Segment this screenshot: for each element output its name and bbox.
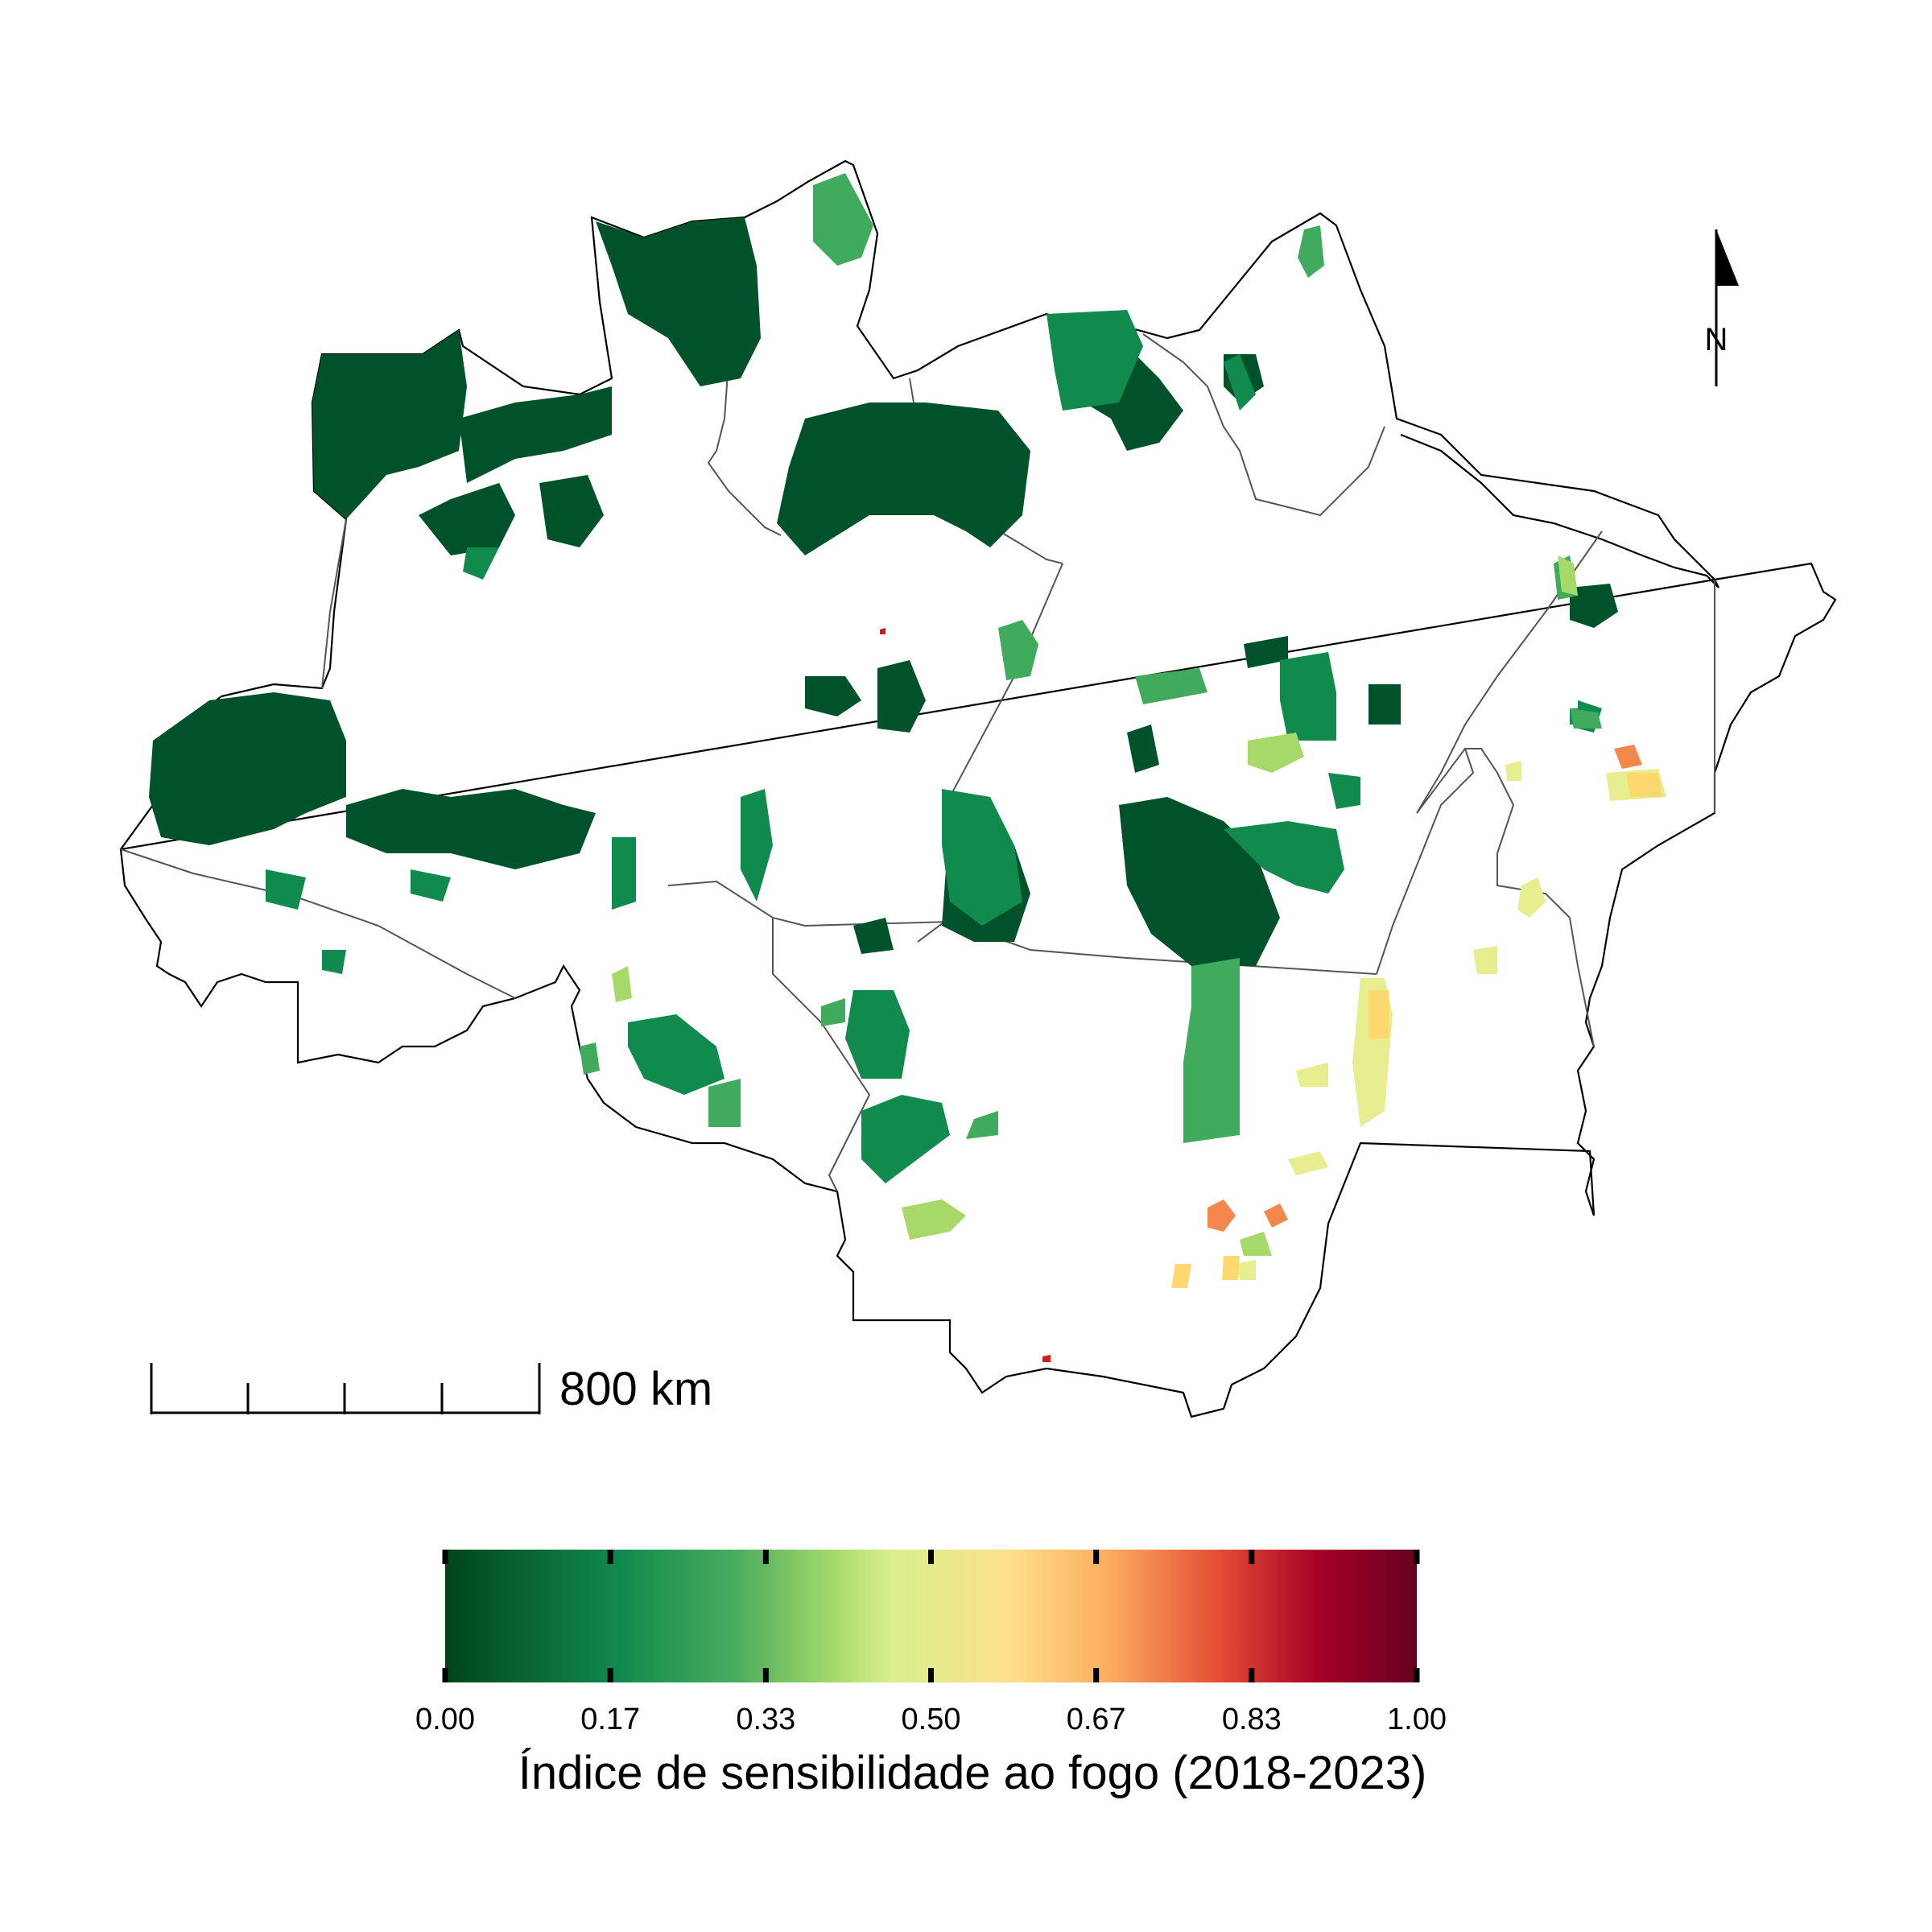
area-polygon bbox=[322, 950, 346, 974]
area-polygon bbox=[1558, 555, 1578, 596]
area-polygon bbox=[266, 869, 306, 910]
area-polygon bbox=[1119, 797, 1280, 966]
area-polygon bbox=[612, 966, 632, 1002]
area-polygon bbox=[880, 628, 886, 634]
area-polygon bbox=[312, 330, 467, 519]
area-polygon bbox=[942, 789, 1022, 926]
area-polygon bbox=[463, 547, 499, 580]
area-polygon bbox=[411, 869, 451, 902]
area-polygon bbox=[861, 1095, 950, 1183]
area-polygon bbox=[580, 1042, 600, 1075]
area-polygon bbox=[1171, 1264, 1191, 1288]
color-legend: 0.00 0.17 0.33 0.50 0.67 0.83 1.00 Índice de s… bbox=[415, 1550, 1447, 1799]
area-polygon bbox=[346, 789, 596, 869]
area-polygon bbox=[612, 837, 636, 910]
legend-tick-label: 0.83 bbox=[1222, 1703, 1282, 1736]
area-polygon bbox=[1135, 668, 1208, 704]
area-polygon bbox=[459, 386, 612, 483]
region-outline bbox=[119, 159, 1837, 1418]
area-polygon bbox=[1570, 584, 1618, 628]
area-polygon bbox=[1042, 1355, 1051, 1362]
area-polygon bbox=[1328, 773, 1360, 809]
area-polygon bbox=[1473, 946, 1497, 974]
north-arrow-label: N bbox=[1705, 322, 1728, 357]
legend-tick-label: 0.50 bbox=[902, 1703, 961, 1736]
area-polygon bbox=[1626, 773, 1662, 797]
area-polygon bbox=[1280, 652, 1336, 741]
area-polygon bbox=[149, 692, 346, 845]
area-polygon bbox=[1208, 1199, 1236, 1232]
area-polygon bbox=[1517, 877, 1546, 918]
area-polygon bbox=[998, 620, 1038, 680]
area-polygon bbox=[821, 998, 845, 1026]
scale-bar: 800 km bbox=[150, 1363, 712, 1415]
area-polygon bbox=[741, 789, 773, 902]
area-polygon bbox=[1244, 636, 1288, 668]
area-polygon bbox=[1614, 745, 1642, 769]
area-polygon bbox=[1224, 821, 1344, 894]
area-polygon bbox=[1368, 684, 1401, 724]
legend-colorbar bbox=[445, 1550, 1417, 1682]
area-polygon bbox=[1224, 354, 1256, 411]
area-polygon bbox=[1505, 761, 1521, 781]
area-polygon bbox=[1127, 724, 1159, 773]
area-polygon bbox=[1240, 1232, 1272, 1256]
area-polygon bbox=[596, 217, 761, 386]
legend-tick-label: 0.67 bbox=[1067, 1703, 1126, 1736]
area-polygon bbox=[1368, 990, 1389, 1038]
legend-tick-label: 0.00 bbox=[415, 1703, 475, 1736]
area-polygon bbox=[628, 1014, 724, 1095]
north-arrow: N bbox=[1705, 229, 1739, 386]
scale-bar-label: 800 km bbox=[559, 1363, 712, 1415]
area-polygon bbox=[813, 173, 873, 266]
area-polygon bbox=[419, 483, 515, 555]
area-polygon bbox=[966, 1111, 998, 1139]
area-polygon bbox=[539, 475, 604, 547]
protected-areas bbox=[149, 173, 1666, 1362]
area-polygon bbox=[1236, 1260, 1256, 1280]
legend-tick-label: 0.17 bbox=[580, 1703, 640, 1736]
area-polygon bbox=[1296, 1063, 1328, 1087]
legend-title: Índice de sensibilidade ao fogo (2018-20… bbox=[518, 1747, 1427, 1799]
area-polygon bbox=[845, 990, 910, 1079]
area-polygon bbox=[1046, 310, 1143, 411]
area-polygon bbox=[1248, 733, 1304, 773]
area-polygon bbox=[805, 676, 861, 716]
area-polygon bbox=[1288, 1151, 1328, 1175]
legend-tick-label: 1.00 bbox=[1387, 1703, 1447, 1736]
area-polygon bbox=[1570, 708, 1602, 729]
area-polygon bbox=[853, 918, 894, 954]
area-polygon bbox=[1298, 225, 1324, 278]
area-polygon bbox=[1222, 1256, 1240, 1280]
legend-tick-label: 0.33 bbox=[736, 1703, 795, 1736]
area-polygon bbox=[902, 1199, 966, 1240]
area-polygon bbox=[777, 402, 1030, 555]
area-polygon bbox=[1183, 958, 1240, 1143]
area-polygon bbox=[1264, 1203, 1288, 1228]
legend-ticks: 0.00 0.17 0.33 0.50 0.67 0.83 1.00 bbox=[415, 1550, 1447, 1736]
area-polygon bbox=[877, 660, 926, 733]
area-polygon bbox=[708, 1079, 741, 1127]
